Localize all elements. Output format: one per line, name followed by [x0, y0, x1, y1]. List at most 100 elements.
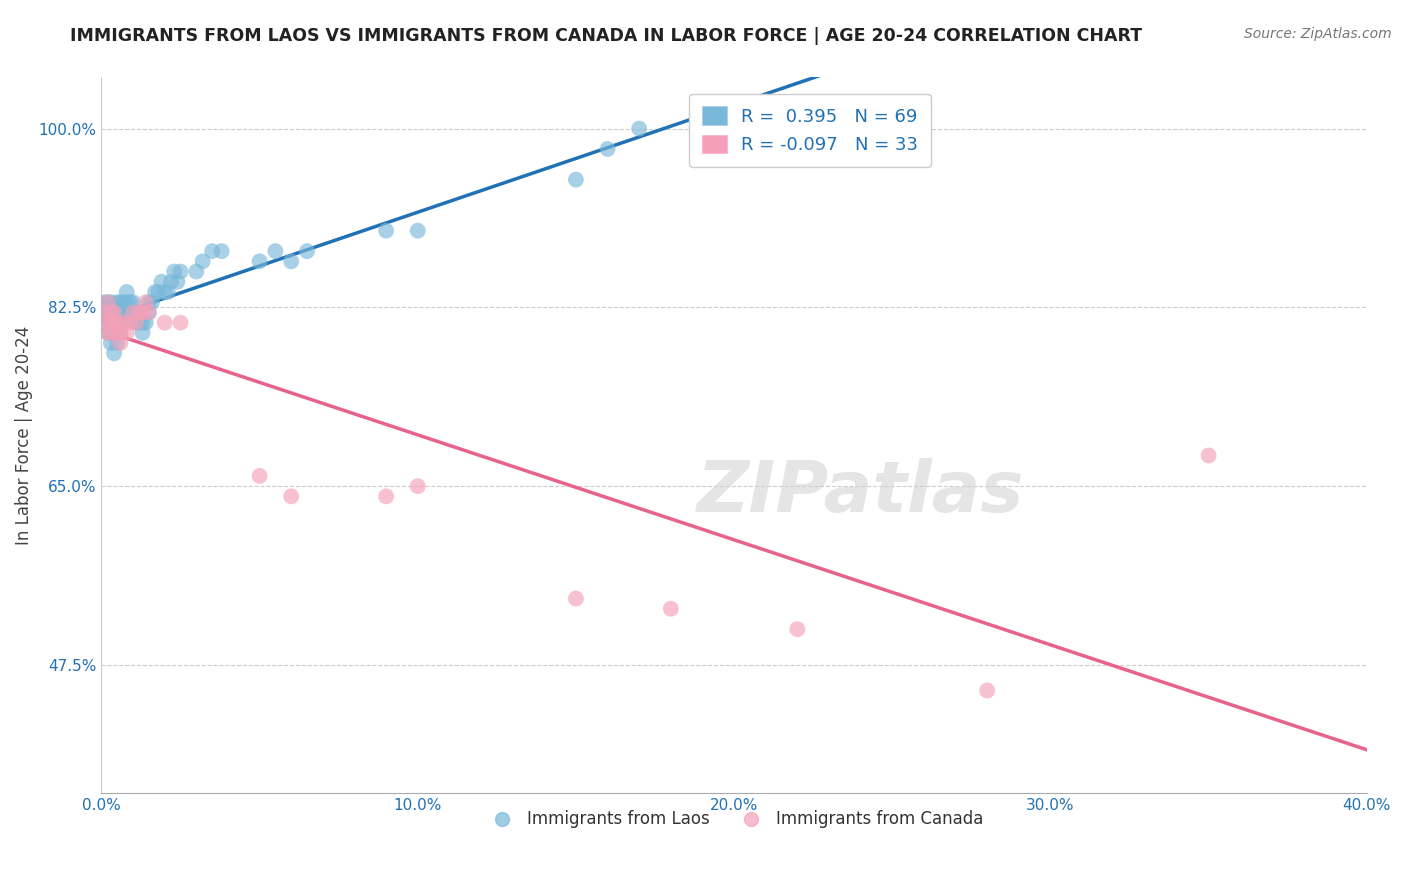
- Point: [406, 224, 429, 238]
- Point: [115, 285, 138, 299]
- Point: [105, 295, 128, 310]
- Point: [115, 305, 138, 319]
- Point: [191, 254, 214, 268]
- Point: [100, 316, 122, 330]
- Point: [100, 305, 122, 319]
- Point: [115, 295, 138, 310]
- Point: [565, 172, 588, 186]
- Point: [264, 244, 287, 259]
- Point: [169, 316, 191, 330]
- Point: [122, 305, 145, 319]
- Point: [97, 316, 120, 330]
- Point: [160, 275, 183, 289]
- Point: [100, 336, 122, 351]
- Point: [100, 295, 122, 310]
- Point: [565, 591, 588, 606]
- Point: [153, 316, 176, 330]
- Point: [93, 305, 115, 319]
- Point: [105, 336, 128, 351]
- Point: [150, 275, 173, 289]
- Point: [406, 479, 429, 493]
- Point: [295, 244, 318, 259]
- Point: [128, 305, 150, 319]
- Point: [249, 469, 271, 483]
- Point: [141, 295, 163, 310]
- Point: [786, 622, 808, 636]
- Point: [103, 326, 125, 340]
- Text: IMMIGRANTS FROM LAOS VS IMMIGRANTS FROM CANADA IN LABOR FORCE | AGE 20-24 CORREL: IMMIGRANTS FROM LAOS VS IMMIGRANTS FROM …: [70, 27, 1143, 45]
- Y-axis label: In Labor Force | Age 20-24: In Labor Force | Age 20-24: [15, 326, 32, 545]
- Point: [100, 326, 122, 340]
- Point: [148, 285, 170, 299]
- Point: [375, 489, 398, 503]
- Point: [156, 285, 179, 299]
- Point: [93, 295, 115, 310]
- Point: [135, 316, 157, 330]
- Point: [125, 305, 148, 319]
- Point: [112, 295, 135, 310]
- Point: [110, 326, 132, 340]
- Point: [110, 295, 132, 310]
- Point: [122, 295, 145, 310]
- Point: [97, 326, 120, 340]
- Point: [112, 316, 135, 330]
- Point: [125, 316, 148, 330]
- Point: [1198, 449, 1220, 463]
- Point: [131, 326, 153, 340]
- Point: [125, 316, 148, 330]
- Point: [100, 326, 122, 340]
- Point: [112, 305, 135, 319]
- Point: [110, 336, 132, 351]
- Point: [163, 264, 186, 278]
- Point: [138, 305, 160, 319]
- Point: [131, 316, 153, 330]
- Point: [103, 305, 125, 319]
- Point: [110, 305, 132, 319]
- Point: [153, 285, 176, 299]
- Point: [103, 316, 125, 330]
- Point: [105, 305, 128, 319]
- Point: [135, 295, 157, 310]
- Point: [201, 244, 224, 259]
- Point: [97, 301, 120, 315]
- Point: [105, 316, 128, 330]
- Point: [93, 301, 115, 315]
- Text: Source: ZipAtlas.com: Source: ZipAtlas.com: [1244, 27, 1392, 41]
- Point: [110, 316, 132, 330]
- Point: [186, 264, 208, 278]
- Point: [97, 316, 120, 330]
- Point: [596, 142, 619, 156]
- Point: [103, 316, 125, 330]
- Point: [375, 224, 398, 238]
- Point: [138, 305, 160, 319]
- Point: [110, 326, 132, 340]
- Point: [112, 316, 135, 330]
- Point: [103, 305, 125, 319]
- Point: [118, 305, 141, 319]
- Point: [628, 121, 651, 136]
- Point: [118, 295, 141, 310]
- Point: [280, 489, 302, 503]
- Point: [659, 601, 682, 615]
- Point: [97, 295, 120, 310]
- Point: [166, 275, 188, 289]
- Point: [169, 264, 191, 278]
- Point: [100, 316, 122, 330]
- Point: [105, 326, 128, 340]
- Point: [93, 305, 115, 319]
- Point: [100, 305, 122, 319]
- Point: [128, 316, 150, 330]
- Text: ZIPatlas: ZIPatlas: [697, 458, 1025, 527]
- Point: [105, 326, 128, 340]
- Point: [103, 346, 125, 360]
- Point: [280, 254, 302, 268]
- Point: [976, 683, 998, 698]
- Point: [97, 305, 120, 319]
- Point: [97, 326, 120, 340]
- Point: [131, 305, 153, 319]
- Legend: Immigrants from Laos, Immigrants from Canada: Immigrants from Laos, Immigrants from Ca…: [478, 803, 990, 834]
- Point: [118, 316, 141, 330]
- Point: [97, 295, 120, 310]
- Point: [249, 254, 271, 268]
- Point: [138, 295, 160, 310]
